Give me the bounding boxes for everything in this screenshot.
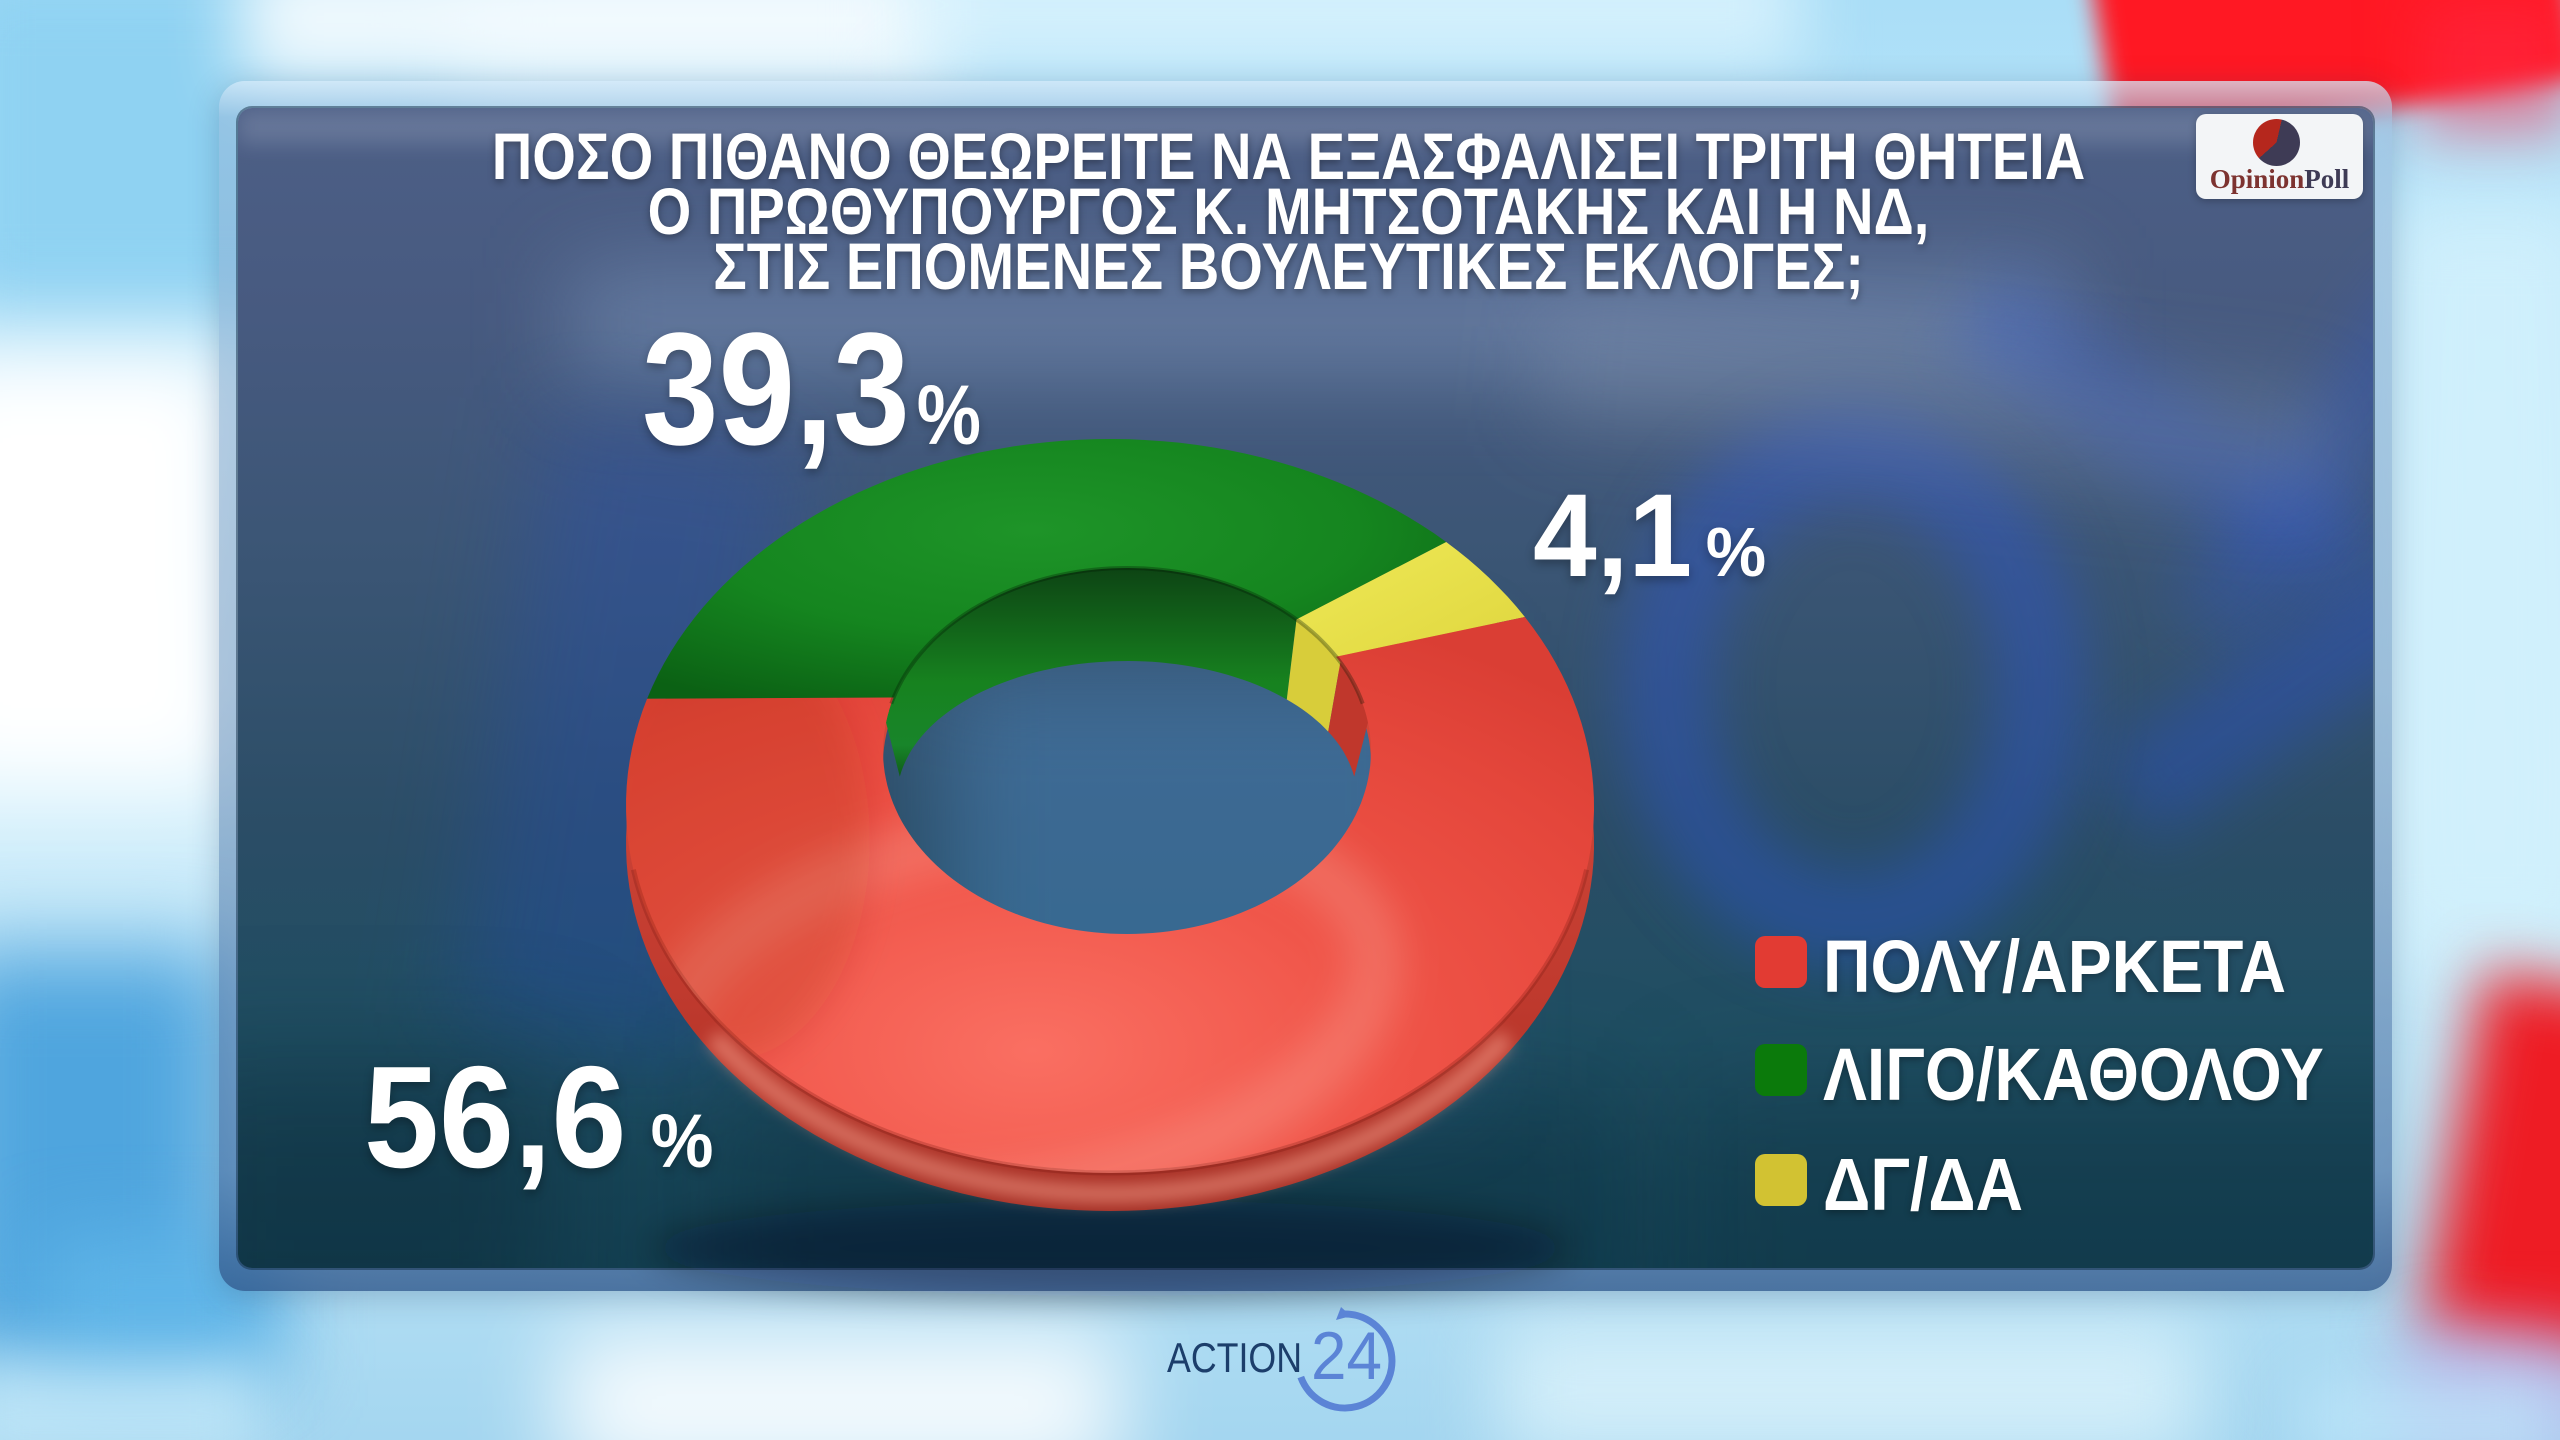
svg-text:ACTION: ACTION xyxy=(1167,1334,1302,1381)
svg-text:24: 24 xyxy=(1311,1318,1382,1394)
